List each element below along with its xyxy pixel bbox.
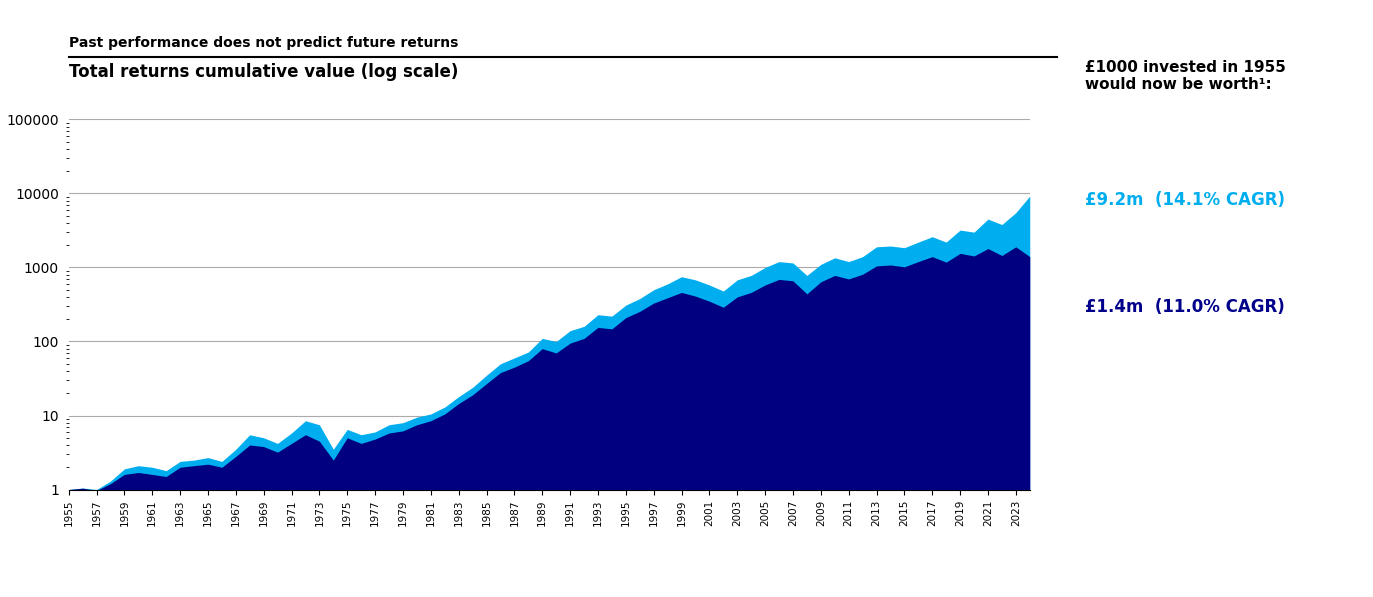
Text: £1000 invested in 1955
would now be worth¹:: £1000 invested in 1955 would now be wort… — [1085, 60, 1285, 92]
Text: £1.4m  (11.0% CAGR): £1.4m (11.0% CAGR) — [1085, 298, 1284, 316]
Text: £9.2m  (14.1% CAGR): £9.2m (14.1% CAGR) — [1085, 191, 1285, 209]
Text: Total returns cumulative value (log scale): Total returns cumulative value (log scal… — [69, 63, 459, 81]
Text: Past performance does not predict future returns: Past performance does not predict future… — [69, 36, 459, 50]
